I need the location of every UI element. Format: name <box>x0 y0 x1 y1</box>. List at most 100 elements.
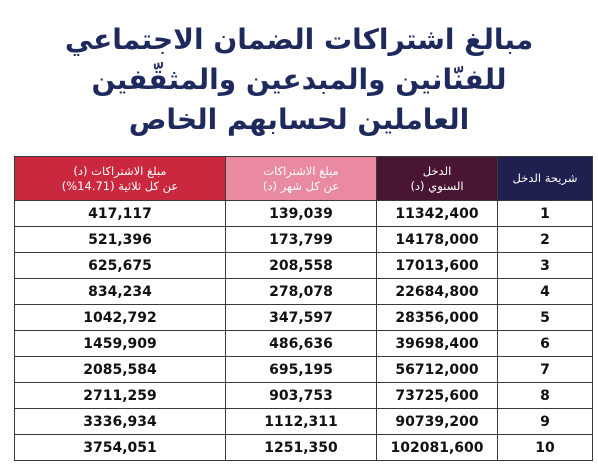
cell-text: 3 <box>540 257 550 274</box>
cell-text: 8 <box>540 387 550 404</box>
header-line: عن كل ثلاثية (14.71%) <box>61 178 179 193</box>
table-cell: 28356,000 <box>376 304 498 331</box>
table-row: 1 11342,400 139,039 417,117 <box>14 200 593 227</box>
header-row: شريحة الدخل الدخل السنوي (د) مبلغ الاشتراكا… <box>14 156 593 201</box>
table-cell: 22684,800 <box>376 278 498 305</box>
table-cell: 521,396 <box>14 226 226 253</box>
column-header: شريحة الدخل <box>497 156 593 201</box>
column-header: مبلغ الاشتراكات (د) عن كل ثلاثية (14.71%) <box>14 156 226 201</box>
table-cell: 2711,259 <box>14 382 226 409</box>
cell-text: 2 <box>540 231 550 248</box>
cell-text: 90739,200 <box>395 413 479 430</box>
table-cell: 347,597 <box>225 304 377 331</box>
table-cell: 8 <box>497 382 593 409</box>
cell-text: 278,078 <box>269 283 333 300</box>
cell-text: 4 <box>540 283 550 300</box>
cell-text: 56712,000 <box>395 361 479 378</box>
cell-text: 2085,584 <box>83 361 157 378</box>
table-cell: 56712,000 <box>376 356 498 383</box>
column-header: مبلغ الاشتراكات عن كل شهر (د) <box>225 156 377 201</box>
header-line: شريحة الدخل <box>512 171 578 185</box>
cell-text: 521,396 <box>88 231 152 248</box>
table-cell: 9 <box>497 408 593 435</box>
table-cell: 6 <box>497 330 593 357</box>
cell-text: 17013,600 <box>395 257 479 274</box>
cell-text: 9 <box>540 413 550 430</box>
cell-text: 28356,000 <box>395 309 479 326</box>
cell-text: 102081,600 <box>390 439 484 456</box>
cell-text: 1042,792 <box>83 309 157 326</box>
table-cell: 173,799 <box>225 226 377 253</box>
cell-text: 208,558 <box>269 257 333 274</box>
table-row: 4 22684,800 278,078 834,234 <box>14 278 593 305</box>
table-cell: 90739,200 <box>376 408 498 435</box>
cell-text: 39698,400 <box>395 335 479 352</box>
table-cell: 208,558 <box>225 252 377 279</box>
cell-text: 3754,051 <box>83 439 157 456</box>
cell-text: 73725,600 <box>395 387 479 404</box>
cell-text: 417,117 <box>88 205 152 222</box>
table-cell: 7 <box>497 356 593 383</box>
table-cell: 14178,000 <box>376 226 498 253</box>
cell-text: 11342,400 <box>395 205 479 222</box>
table-row: 2 14178,000 173,799 521,396 <box>14 226 593 253</box>
table-row: 6 39698,400 486,636 1459,909 <box>14 330 593 357</box>
table-cell: 10 <box>497 434 593 461</box>
cell-text: 2711,259 <box>83 387 157 404</box>
table-cell: 1042,792 <box>14 304 226 331</box>
cell-text: 1 <box>540 205 550 222</box>
cell-text: 347,597 <box>269 309 333 326</box>
column-header: الدخل السنوي (د) <box>376 156 498 201</box>
cell-text: 7 <box>540 361 550 378</box>
table-cell: 3 <box>497 252 593 279</box>
title-line: للفنّانين والمبدعين والمثقّفين <box>91 63 507 96</box>
title-line: مبالغ اشتراكات الضمان الاجتماعي <box>64 23 534 56</box>
cell-text: 173,799 <box>269 231 333 248</box>
table-cell: 903,753 <box>225 382 377 409</box>
table-cell: 3754,051 <box>14 434 226 461</box>
cell-text: 1459,909 <box>83 335 157 352</box>
header-line: مبلغ الاشتراكات (د) <box>73 163 167 178</box>
table-cell: 417,117 <box>14 200 226 227</box>
cell-text: 486,636 <box>269 335 333 352</box>
table-cell: 1459,909 <box>14 330 226 357</box>
table-row: 9 90739,200 1112,311 3336,934 <box>14 408 593 435</box>
table-cell: 2 <box>497 226 593 253</box>
cell-text: 695,195 <box>269 361 333 378</box>
table-cell: 139,039 <box>225 200 377 227</box>
table-cell: 1112,311 <box>225 408 377 435</box>
table-cell: 695,195 <box>225 356 377 383</box>
cell-text: 1112,311 <box>264 413 338 430</box>
table-cell: 73725,600 <box>376 382 498 409</box>
table-row: 3 17013,600 208,558 625,675 <box>14 252 593 279</box>
table-cell: 39698,400 <box>376 330 498 357</box>
table-row: 8 73725,600 903,753 2711,259 <box>14 382 593 409</box>
cell-text: 5 <box>540 309 550 326</box>
header-line: السنوي (د) <box>410 178 464 193</box>
table-cell: 625,675 <box>14 252 226 279</box>
table-cell: 4 <box>497 278 593 305</box>
cell-text: 834,234 <box>88 283 152 300</box>
title-line: العاملين لحسابهم الخاص <box>128 103 470 136</box>
table-row: 7 56712,000 695,195 2085,584 <box>14 356 593 383</box>
cell-text: 10 <box>535 439 555 456</box>
title: مبالغ اشتراكات الضمان الاجتماعي للفنّانين… <box>0 0 598 140</box>
cell-text: 1251,350 <box>264 439 338 456</box>
table: شريحة الدخل الدخل السنوي (د) مبلغ الاشتراكا… <box>14 156 593 461</box>
table-cell: 17013,600 <box>376 252 498 279</box>
table-cell: 3336,934 <box>14 408 226 435</box>
table-cell: 2085,584 <box>14 356 226 383</box>
table-row: 10 102081,600 1251,350 3754,051 <box>14 434 593 461</box>
cell-text: 625,675 <box>88 257 152 274</box>
cell-text: 139,039 <box>269 205 333 222</box>
table-cell: 1251,350 <box>225 434 377 461</box>
cell-text: 14178,000 <box>395 231 479 248</box>
table-cell: 834,234 <box>14 278 226 305</box>
header-line: الدخل <box>422 163 452 178</box>
table-cell: 5 <box>497 304 593 331</box>
cell-text: 903,753 <box>269 387 333 404</box>
cell-text: 3336,934 <box>83 413 157 430</box>
table-row: 5 28356,000 347,597 1042,792 <box>14 304 593 331</box>
cell-text: 6 <box>540 335 550 352</box>
